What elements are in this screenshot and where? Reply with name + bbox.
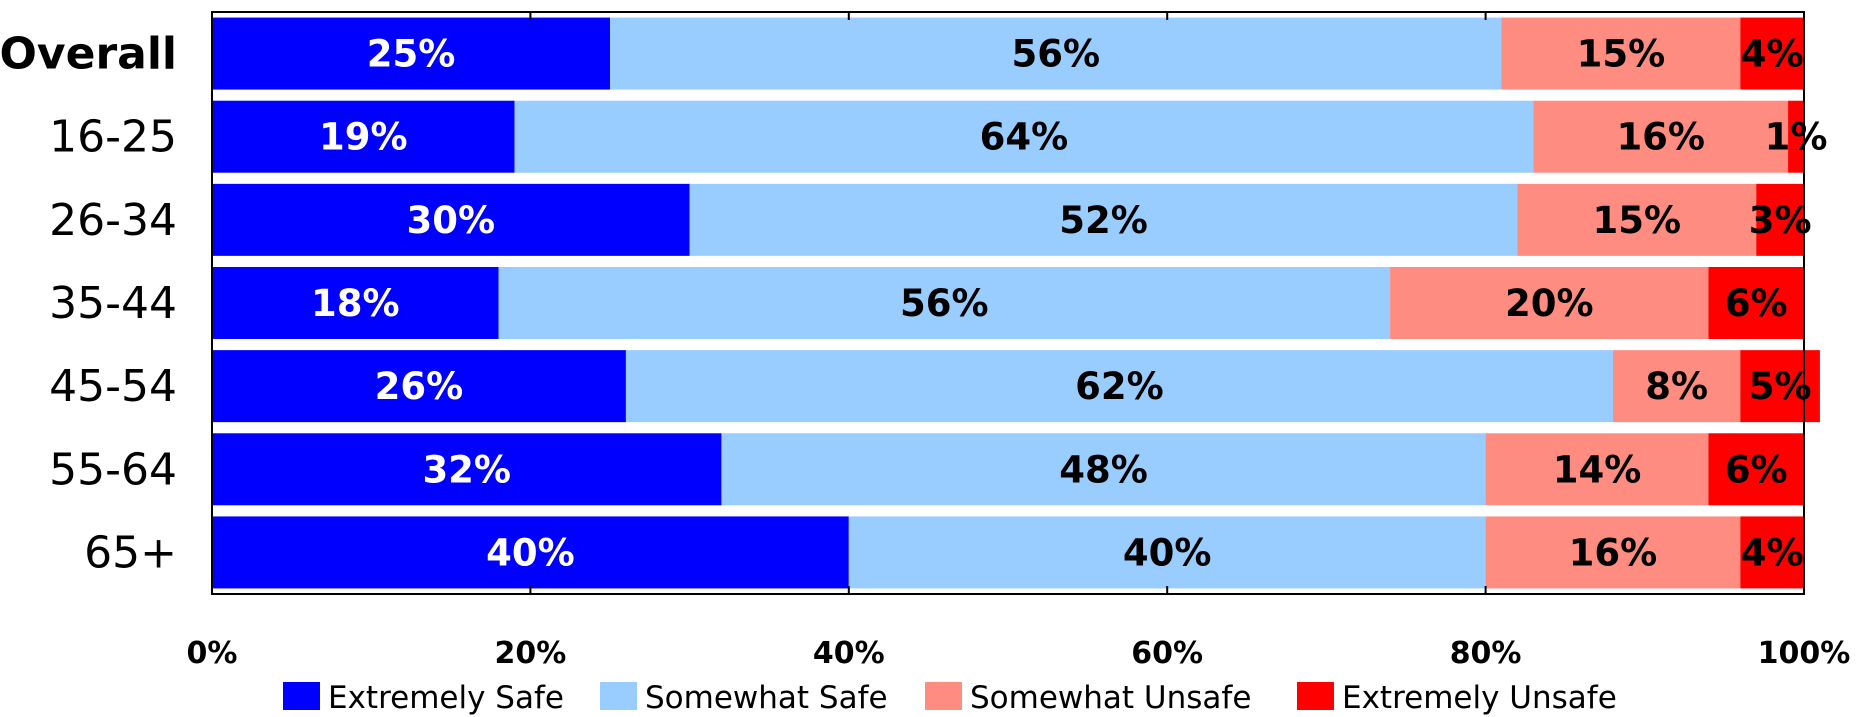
legend: Extremely Safe Somewhat Safe Somewhat Unsa… [283, 680, 1617, 716]
data-label: 15% [1593, 199, 1682, 242]
category-label: 55-64 [49, 444, 177, 495]
data-label: 56% [900, 282, 989, 325]
data-label: 40% [1123, 531, 1212, 574]
bar-somewhat-safe-26-34 [689, 183, 1518, 256]
x-tick-label: 20% [494, 636, 566, 671]
x-tick-label: 0% [187, 636, 238, 671]
plot-frame [211, 11, 1805, 595]
category-label: 16-25 [49, 112, 177, 163]
bar-extremely-safe-45-54 [212, 350, 626, 423]
bar-somewhat-unsafe-35-44 [1390, 267, 1709, 339]
x-tick-labels-group: 0% 20% 40% 60% 80% 100% [187, 636, 1851, 671]
legend-swatch [600, 682, 637, 710]
x-tick-label: 60% [1131, 636, 1203, 671]
legend-label: Extremely Safe [328, 680, 564, 716]
data-label: 25% [367, 33, 456, 76]
bar-extremely-safe-65- [212, 516, 849, 589]
bar-somewhat-unsafe-overall [1501, 17, 1741, 90]
bar-somewhat-unsafe-45-54 [1612, 350, 1741, 423]
data-label: 64% [980, 116, 1069, 159]
bar-somewhat-unsafe-16-25 [1533, 100, 1789, 173]
bar-extremely-safe-35-44 [212, 267, 499, 339]
bar-somewhat-safe-45-54 [625, 350, 1613, 423]
axes-group [211, 11, 1805, 595]
bar-somewhat-safe-35-44 [498, 267, 1391, 339]
data-label: 1% [1765, 116, 1828, 159]
bar-extremely-unsafe-overall [1740, 17, 1804, 90]
data-label: 16% [1569, 531, 1658, 574]
legend-swatch [283, 682, 320, 710]
data-label: 4% [1741, 531, 1804, 574]
category-label: 26-34 [49, 195, 177, 246]
data-label: 52% [1059, 199, 1148, 242]
bar-extremely-unsafe-65- [1740, 516, 1804, 589]
bar-somewhat-safe-overall [610, 17, 1502, 90]
data-labels-group: 25% 56% 15% 4% 19% 64% 16% 1% 30% 52% 15% 3% 18% 56% 2… [311, 33, 1827, 575]
data-label: 32% [422, 448, 511, 491]
data-label: 4% [1741, 33, 1804, 76]
data-label: 56% [1011, 33, 1100, 76]
bar-somewhat-safe-16-25 [514, 100, 1534, 173]
data-label: 19% [319, 116, 408, 159]
bar-somewhat-safe-55-64 [721, 433, 1486, 506]
x-tick-label: 80% [1450, 636, 1522, 671]
bar-extremely-unsafe-16-25 [1788, 100, 1804, 173]
x-tick-label: 100% [1758, 636, 1851, 671]
bar-extremely-safe-55-64 [212, 433, 722, 506]
bars-group [212, 17, 1820, 589]
bar-somewhat-safe-65- [848, 516, 1486, 589]
category-label: 65+ [84, 527, 177, 578]
data-label: 16% [1616, 116, 1705, 159]
legend-label: Somewhat Safe [645, 680, 888, 716]
data-label: 62% [1075, 365, 1164, 408]
data-label: 6% [1725, 448, 1788, 491]
legend-swatch [925, 682, 962, 710]
bar-somewhat-unsafe-55-64 [1485, 433, 1709, 506]
bar-somewhat-unsafe-65- [1485, 516, 1741, 589]
bar-extremely-unsafe-55-64 [1708, 433, 1804, 506]
bar-extremely-unsafe-45-54 [1740, 350, 1820, 423]
bar-extremely-unsafe-35-44 [1708, 267, 1804, 339]
data-label: 6% [1725, 282, 1788, 325]
data-label: 26% [375, 365, 464, 408]
data-label: 3% [1749, 199, 1812, 242]
bar-extremely-safe-overall [212, 17, 610, 90]
data-label: 20% [1505, 282, 1594, 325]
data-label: 18% [311, 282, 400, 325]
data-label: 15% [1577, 33, 1666, 76]
bar-somewhat-unsafe-26-34 [1517, 183, 1757, 256]
x-tick-label: 40% [813, 636, 885, 671]
data-label: 30% [407, 199, 496, 242]
legend-swatch [1297, 682, 1334, 710]
bar-extremely-safe-26-34 [212, 183, 690, 256]
category-label: 35-44 [49, 278, 177, 329]
data-label: 14% [1553, 448, 1642, 491]
data-label: 8% [1645, 365, 1708, 408]
data-label: 40% [486, 531, 575, 574]
legend-label: Extremely Unsafe [1342, 680, 1617, 716]
bar-extremely-unsafe-26-34 [1756, 183, 1804, 256]
category-label: 45-54 [49, 361, 177, 412]
category-label: Overall [0, 29, 177, 80]
data-label: 5% [1749, 365, 1812, 408]
legend-label: Somewhat Unsafe [970, 680, 1251, 716]
category-labels-group: Overall 16-25 26-34 35-44 45-54 55-64 65+ [0, 29, 177, 579]
bar-extremely-safe-16-25 [212, 100, 515, 173]
data-label: 48% [1059, 448, 1148, 491]
